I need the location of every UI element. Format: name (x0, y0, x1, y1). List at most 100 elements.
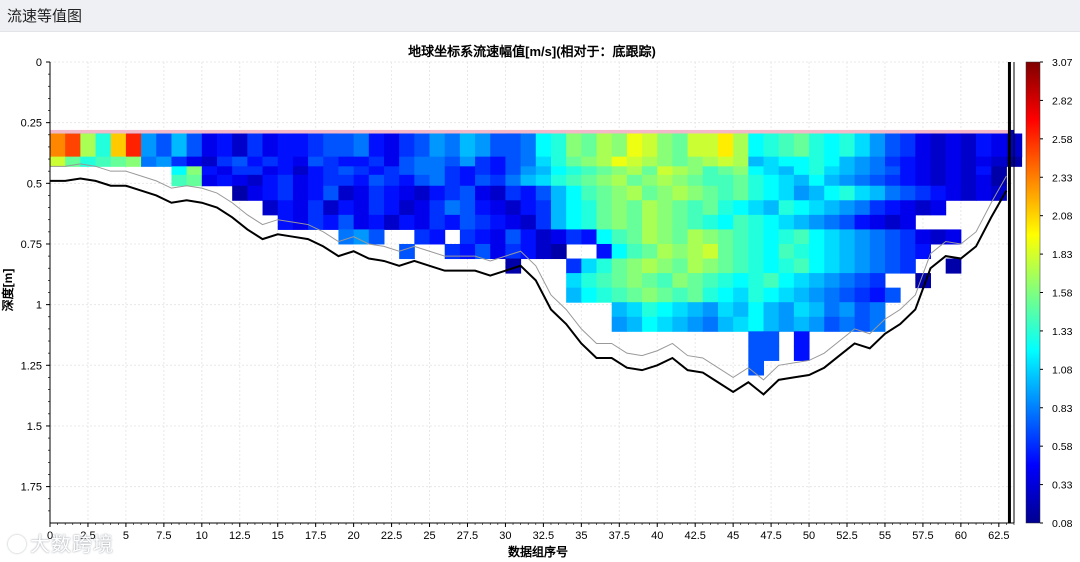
heatmap-cell (626, 302, 643, 318)
heatmap-cell (778, 200, 795, 216)
heatmap-cell (702, 174, 719, 187)
x-tick-label: 7.5 (156, 530, 171, 542)
heatmap-cell (353, 185, 370, 201)
heatmap-cell (596, 200, 613, 216)
bottom-offset-line (50, 163, 1007, 381)
heatmap-cell (520, 243, 537, 260)
heatmap-cell (535, 243, 552, 260)
heatmap-cell (338, 174, 355, 187)
heatmap-cell (687, 229, 704, 245)
heatmap-cell (520, 133, 537, 158)
heatmap-cell (748, 156, 765, 167)
bottom-track-lines (50, 62, 1011, 523)
heatmap-cell (793, 316, 810, 332)
heatmap-cell (414, 200, 431, 216)
heatmap-cell (292, 185, 309, 201)
heatmap-cells (50, 129, 1023, 376)
heatmap-cell (748, 243, 765, 260)
heatmap-cell (626, 229, 643, 245)
heatmap-cell (854, 302, 871, 318)
heatmap-cell (611, 258, 628, 274)
heatmap-cell (945, 133, 962, 158)
heatmap-cell (581, 258, 598, 274)
heatmap-cell (611, 316, 628, 332)
heatmap-cell (429, 214, 446, 230)
heatmap-cell (717, 133, 734, 158)
heatmap-cell (368, 214, 385, 230)
heatmap-cell (171, 133, 188, 158)
heatmap-cell (566, 174, 582, 187)
heatmap-cell (991, 166, 1007, 176)
heatmap-cell (763, 185, 780, 201)
heatmap-cell (824, 185, 840, 201)
heatmap-cell (383, 133, 400, 158)
heatmap-cell (581, 156, 598, 167)
heatmap-cell (611, 302, 628, 318)
heatmap-cell (854, 174, 871, 187)
heatmap-cell (642, 185, 658, 201)
heatmap-cell (262, 133, 279, 158)
heatmap-cell (626, 200, 643, 216)
heatmap-cell (383, 214, 400, 230)
heatmap-cell (748, 345, 765, 361)
heatmap-cell (748, 331, 765, 347)
heatmap-cell (717, 243, 734, 260)
x-tick-label: 62.5 (988, 530, 1009, 542)
heatmap-cell (657, 273, 673, 289)
heatmap-cell (687, 316, 704, 332)
heatmap-cell (611, 166, 628, 176)
heatmap-cell (581, 287, 598, 303)
heatmap-cell (717, 214, 734, 230)
heatmap-cell (490, 156, 506, 167)
heatmap-cell (945, 185, 962, 201)
heatmap-cell (854, 133, 871, 158)
heatmap-cell (596, 166, 613, 176)
heatmap-cell (733, 243, 749, 260)
panel-header: 流速等值图 (0, 0, 1080, 32)
heatmap-cell (156, 133, 172, 158)
heatmap-cell (839, 229, 856, 245)
heatmap-cell (763, 258, 780, 274)
heatmap-cell (323, 185, 339, 201)
heatmap-cell (414, 156, 431, 167)
heatmap-cell (809, 166, 825, 176)
heatmap-cell (292, 166, 309, 176)
heatmap-cell (353, 200, 370, 216)
heatmap-cell (687, 258, 704, 274)
heatmap-cell (824, 243, 840, 260)
heatmap-cell (763, 229, 780, 245)
heatmap-cell (900, 214, 916, 230)
heatmap-cell (596, 133, 613, 158)
heatmap-cell (353, 229, 370, 245)
heatmap-cell (475, 185, 491, 201)
heatmap-cell (444, 214, 461, 230)
heatmap-cell (490, 229, 506, 245)
heatmap-cell (930, 229, 947, 245)
heatmap-cell (702, 214, 719, 230)
heatmap-cell (292, 214, 309, 230)
heatmap-cell (793, 156, 810, 167)
heatmap-cell (292, 156, 309, 167)
heatmap-cell (277, 166, 294, 176)
heatmap-cell (642, 287, 658, 303)
heatmap-cell (733, 166, 749, 176)
heatmap-cell (642, 174, 658, 187)
x-tick-label: 32.5 (533, 530, 554, 542)
heatmap-cell (991, 156, 1007, 167)
heatmap-cell (657, 174, 673, 187)
colorbar-tick-label: 1.83 (1052, 249, 1073, 261)
heatmap-cell (748, 316, 765, 332)
heatmap-cell (323, 166, 339, 176)
colorbar (1025, 61, 1041, 524)
heatmap-cell (809, 258, 825, 274)
heatmap-cell (717, 185, 734, 201)
heatmap-cell (626, 243, 643, 260)
heatmap-cell (687, 214, 704, 230)
heatmap-cell (414, 166, 431, 176)
colorbar-tick-label: 2.82 (1052, 95, 1073, 107)
heatmap-cell (642, 243, 658, 260)
heatmap-cell (535, 185, 552, 201)
heatmap-cell (429, 229, 446, 245)
heatmap-cell (505, 185, 522, 201)
heatmap-cell (201, 133, 218, 158)
